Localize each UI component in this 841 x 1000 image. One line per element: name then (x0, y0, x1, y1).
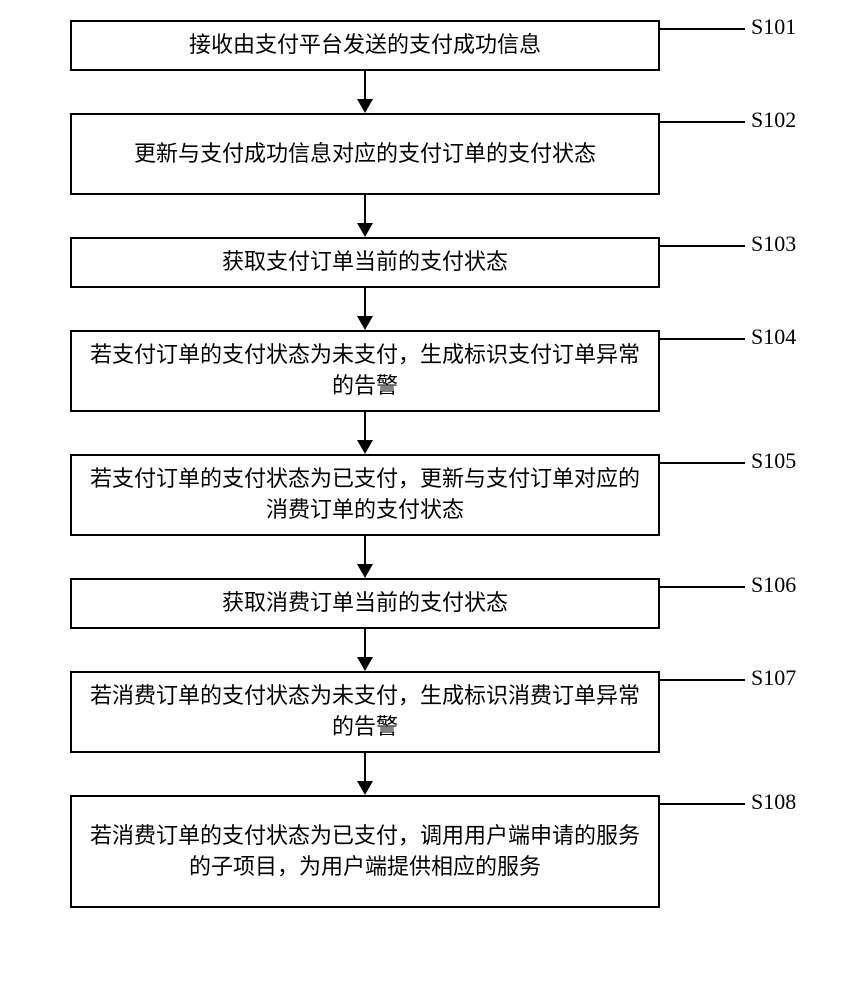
arrow-shaft (364, 753, 366, 781)
arrow-shaft (364, 288, 366, 316)
flow-arrow (70, 195, 660, 237)
step-label-group: S105 (660, 454, 796, 474)
flow-step-box: 更新与支付成功信息对应的支付订单的支付状态 (70, 113, 660, 195)
flow-arrow (70, 753, 660, 795)
step-label-group: S101 (660, 20, 796, 40)
connector-line (660, 803, 745, 805)
flow-step-box: 获取消费订单当前的支付状态 (70, 578, 660, 629)
flow-step-row: 若消费订单的支付状态为未支付，生成标识消费订单异常的告警S107 (0, 671, 841, 753)
arrow-head-icon (357, 99, 373, 113)
flow-step-row: 接收由支付平台发送的支付成功信息S101 (0, 20, 841, 71)
step-label-group: S108 (660, 795, 796, 815)
flow-step-box: 若消费订单的支付状态为已支付，调用用户端申请的服务的子项目，为用户端提供相应的服… (70, 795, 660, 908)
flow-arrow (70, 71, 660, 113)
step-label: S107 (751, 665, 796, 691)
flow-step-box: 若支付订单的支付状态为已支付，更新与支付订单对应的消费订单的支付状态 (70, 454, 660, 536)
flow-step-row: 若消费订单的支付状态为已支付，调用用户端申请的服务的子项目，为用户端提供相应的服… (0, 795, 841, 908)
connector-line (660, 121, 745, 123)
flow-step-row: 更新与支付成功信息对应的支付订单的支付状态S102 (0, 113, 841, 195)
step-label: S104 (751, 324, 796, 350)
arrow-head-icon (357, 440, 373, 454)
arrow-head-icon (357, 781, 373, 795)
flowchart-container: 接收由支付平台发送的支付成功信息S101 更新与支付成功信息对应的支付订单的支付状… (0, 20, 841, 908)
arrow-shaft (364, 71, 366, 99)
step-label: S106 (751, 572, 796, 598)
arrow-head-icon (357, 223, 373, 237)
flow-step-row: 若支付订单的支付状态为已支付，更新与支付订单对应的消费订单的支付状态S105 (0, 454, 841, 536)
connector-line (660, 679, 745, 681)
flow-step-box: 若支付订单的支付状态为未支付，生成标识支付订单异常的告警 (70, 330, 660, 412)
step-label-group: S107 (660, 671, 796, 691)
step-label-group: S106 (660, 578, 796, 598)
arrow-shaft (364, 536, 366, 564)
arrow-head-icon (357, 657, 373, 671)
arrow-shaft (364, 195, 366, 223)
step-label: S103 (751, 231, 796, 257)
arrow-head-icon (357, 564, 373, 578)
step-label-group: S104 (660, 330, 796, 350)
flow-arrow (70, 536, 660, 578)
flow-arrow (70, 629, 660, 671)
flow-arrow (70, 288, 660, 330)
connector-line (660, 462, 745, 464)
flow-step-box: 获取支付订单当前的支付状态 (70, 237, 660, 288)
flow-arrow (70, 412, 660, 454)
arrow-head-icon (357, 316, 373, 330)
step-label: S101 (751, 14, 796, 40)
flow-step-box: 若消费订单的支付状态为未支付，生成标识消费订单异常的告警 (70, 671, 660, 753)
flow-step-row: 获取支付订单当前的支付状态S103 (0, 237, 841, 288)
flow-step-row: 获取消费订单当前的支付状态S106 (0, 578, 841, 629)
connector-line (660, 28, 745, 30)
arrow-shaft (364, 412, 366, 440)
connector-line (660, 338, 745, 340)
step-label: S108 (751, 789, 796, 815)
step-label-group: S103 (660, 237, 796, 257)
step-label: S105 (751, 448, 796, 474)
arrow-shaft (364, 629, 366, 657)
flow-step-row: 若支付订单的支付状态为未支付，生成标识支付订单异常的告警S104 (0, 330, 841, 412)
step-label-group: S102 (660, 113, 796, 133)
connector-line (660, 586, 745, 588)
step-label: S102 (751, 107, 796, 133)
connector-line (660, 245, 745, 247)
flow-step-box: 接收由支付平台发送的支付成功信息 (70, 20, 660, 71)
